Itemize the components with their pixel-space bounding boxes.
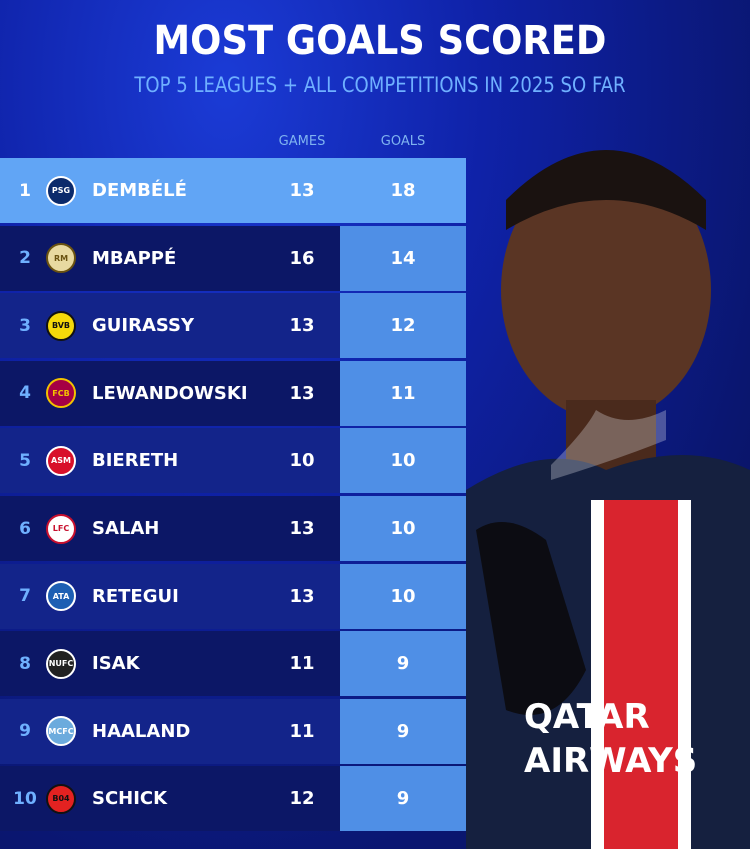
goals-cell (340, 563, 466, 629)
club-crest-icon: RM (46, 243, 76, 274)
page-title: MOST GOALS SCORED (153, 18, 607, 64)
rank: 10 (13, 788, 37, 809)
games-value: 13 (289, 585, 315, 607)
games-value: 16 (289, 247, 315, 269)
goals-cell (340, 496, 466, 561)
games-value: 13 (289, 180, 315, 201)
player-name: GUIRASSY (92, 315, 195, 337)
goals-value: 9 (396, 653, 410, 675)
table-row: 10 B04 SCHICK 12 9 (0, 766, 466, 832)
table-row: 9 MCFC HAALAND 11 9 (0, 698, 466, 764)
club-crest-icon: MCFC (46, 716, 76, 747)
goals-cell (340, 293, 466, 359)
games-value: 10 (289, 450, 315, 472)
rank: 9 (19, 721, 31, 742)
page-subtitle: TOP 5 LEAGUES + ALL COMPETITIONS IN 2025… (134, 73, 626, 97)
goals-value: 10 (390, 518, 416, 539)
games-value: 11 (289, 720, 315, 742)
player-name: RETEGUI (92, 585, 179, 607)
club-crest-icon: NUFC (46, 648, 76, 679)
shirt-sponsor-text: QATAR AIRWAYS (524, 697, 698, 781)
games-value: 12 (289, 788, 315, 810)
club-crest-icon: FCB (46, 378, 76, 409)
player-name: HAALAND (92, 720, 191, 742)
player-photo: QATAR AIRWAYS (466, 110, 750, 849)
games-value: 13 (289, 315, 315, 337)
rank: 8 (19, 653, 31, 674)
goals-value: 14 (390, 247, 416, 269)
goals-cell (340, 698, 466, 764)
player-name: LEWANDOWSKI (92, 382, 248, 404)
club-crest-icon: LFC (46, 513, 76, 544)
goals-value: 9 (396, 720, 410, 742)
table-row: 5 ASM BIERETH 10 10 (0, 428, 466, 494)
player-name: SCHICK (92, 788, 168, 810)
rank: 4 (19, 383, 31, 404)
table-row: 6 LFC SALAH 13 10 (0, 496, 466, 561)
player-name: BIERETH (92, 450, 179, 472)
goals-value: 9 (396, 788, 410, 810)
club-crest-icon: BVB (46, 310, 76, 341)
table-row: 7 ATA RETEGUI 13 10 (0, 563, 466, 629)
goals-value: 18 (390, 180, 416, 201)
rank: 1 (19, 180, 31, 201)
player-name: ISAK (92, 653, 140, 675)
goals-value: 10 (390, 450, 416, 472)
goals-cell (340, 766, 466, 832)
table-row: 8 NUFC ISAK 11 9 (0, 631, 466, 697)
club-crest-icon: B04 (46, 783, 76, 814)
games-header: GAMES (278, 134, 326, 149)
table-row: 1 PSG DEMBÉLÉ 13 18 (0, 158, 466, 223)
player-name: MBAPPÉ (92, 247, 177, 269)
goals-value: 11 (390, 382, 416, 404)
player-illustration (466, 150, 750, 849)
goals-cell (340, 428, 466, 494)
goals-cell (340, 631, 466, 697)
games-value: 11 (289, 653, 315, 675)
goals-value: 10 (390, 585, 416, 607)
goals-header: GOALS (380, 134, 426, 149)
player-name: SALAH (92, 518, 160, 539)
club-crest-icon: PSG (46, 175, 76, 206)
goals-cell (340, 225, 466, 291)
goals-value: 12 (390, 315, 416, 337)
rank: 7 (19, 586, 31, 607)
club-crest-icon: ATA (46, 581, 76, 612)
rank: 6 (19, 518, 31, 539)
games-value: 13 (289, 518, 315, 539)
table-row: 2 RM MBAPPÉ 16 14 (0, 225, 466, 291)
club-crest-icon: ASM (46, 445, 76, 476)
table-row: 3 BVB GUIRASSY 13 12 (0, 293, 466, 359)
games-value: 13 (289, 382, 315, 404)
table-row: 4 FCB LEWANDOWSKI 13 11 (0, 360, 466, 426)
rank: 3 (19, 315, 31, 336)
rank: 5 (19, 450, 31, 471)
row-background (0, 158, 466, 223)
player-name: DEMBÉLÉ (92, 180, 187, 201)
goals-cell (340, 360, 466, 426)
rank: 2 (19, 248, 31, 269)
